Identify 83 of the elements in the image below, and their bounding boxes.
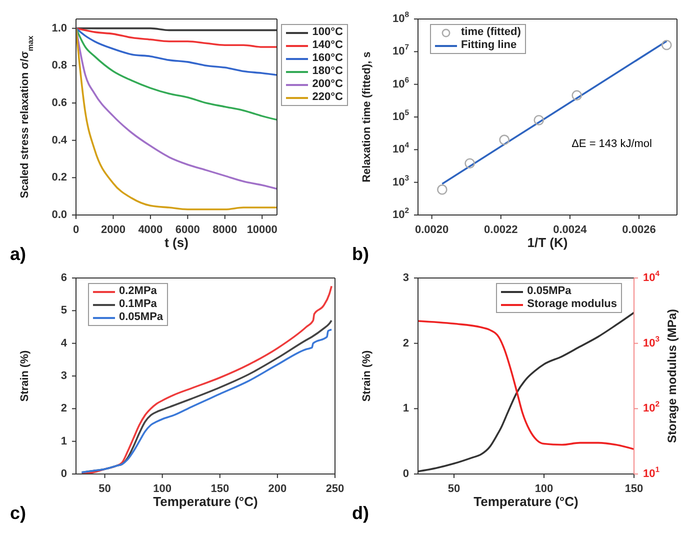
text: d) [352,503,369,524]
legend-label: 0.05MPa [527,285,572,298]
x-tick-label: 2000 [100,224,126,236]
y-tick-label: 10$^{4}$ [392,140,410,156]
legend-label: 200°C [312,78,343,91]
y-tick-label: 3 [402,272,409,284]
point [661,40,672,50]
point [437,184,448,195]
x-tick-label: 0 [72,224,80,236]
legend-label: Fitting line [461,39,517,52]
y-tick-label: 0.0 [52,208,67,221]
text: b) [352,244,369,265]
y-tick-label: 10$^{6}$ [392,74,409,90]
x-tick-label: 100 [153,482,172,495]
x-tick-label: 4000 [138,224,163,236]
x-tick-label: 50 [98,482,111,495]
y-axis-title: Relaxation time (fitted), s [361,52,373,182]
x-tick-label: 200 [268,482,287,495]
x-tick-label: 6000 [175,224,200,236]
y-tick-label: 0 [60,468,67,480]
y-tick-label: 6 [60,272,67,284]
y-tick-label: 0.2 [52,172,67,184]
x-tick-label: 100 [534,482,554,495]
y2-tick-label: 10$^{4}$ [643,268,660,284]
y-tick-label: 1.0 [52,22,67,34]
y-tick-label: 2 [60,402,67,415]
point [499,134,510,145]
y-tick-label: 0.8 [52,60,67,72]
point [534,115,544,126]
x-tick-label: 10000 [246,224,278,236]
y-tick-label: 0.4 [52,134,68,146]
x-tick-label: 150 [624,482,644,495]
y-tick-label: 10$^{5}$ [392,108,410,123]
y-tick-label: 10$^{3}$ [392,172,409,188]
legend-label: 140°C [312,39,343,52]
y-tick-label: 3 [60,370,67,382]
legend-label: 100°C [312,26,343,39]
line-series [76,27,277,48]
point [572,90,582,101]
x-tick-label: 150 [210,482,230,495]
y2-axis-title: Storage modulus (MPa) [665,308,679,444]
x-tick-label: 50 [448,482,460,495]
y2-tick-label: 10$^{2}$ [643,399,660,415]
y2-tick-label: 10$^{3}$ [643,334,660,350]
x-tick-label: 0.0026 [622,224,656,236]
annotation: ΔE = 143 kJ/mol [572,138,652,150]
x-axis-title: t (s) [164,235,188,250]
legend-label: 0.05MPa [119,311,164,324]
legend-label: 0.1MPa [119,298,157,311]
x-axis-title: 1/T (K) [527,235,568,250]
y-tick-label: 5 [60,304,67,317]
y-tick-label: 1 [60,435,67,448]
y-tick-label: 0 [402,468,409,480]
y-tick-label: 0.6 [52,96,67,109]
legend-label: 220°C [312,91,343,104]
x-tick-label: 0.0022 [484,224,518,236]
x-tick-label: 250 [326,482,344,495]
legend-label: time (fitted) [461,26,521,39]
line-series [76,27,277,76]
y-tick-label: 10$^{7}$ [392,42,409,58]
legend-label: 160°C [312,52,343,65]
legend-label: Storage modulus [527,298,617,311]
y-axis-title: Strain (%) [361,350,373,402]
legend-label: 0.2MPa [119,285,157,298]
y2-tick-label: 10$^{1}$ [643,464,660,480]
y-axis-title: Strain (%) [19,350,31,402]
point [464,158,475,169]
x-tick-label: 0.0020 [414,224,449,236]
line-series [76,27,277,121]
line-series [418,320,634,450]
x-tick-label: 8000 [212,224,238,236]
y-tick-label: 10$^{2}$ [392,206,409,221]
text: c) [10,503,26,524]
line-series [80,285,332,474]
text: a) [10,244,26,265]
x-axis-title: Temperature (°C) [153,494,258,509]
x-tick-label: 0.0024 [553,224,588,236]
y-tick-label: 10$^{8}$ [392,10,410,25]
legend-label: 180°C [312,65,343,78]
y-tick-label: 1 [402,402,409,415]
y-tick-label: 4 [60,337,68,350]
x-axis-title: Temperature (°C) [474,494,578,509]
y-tick-label: 2 [402,337,409,350]
